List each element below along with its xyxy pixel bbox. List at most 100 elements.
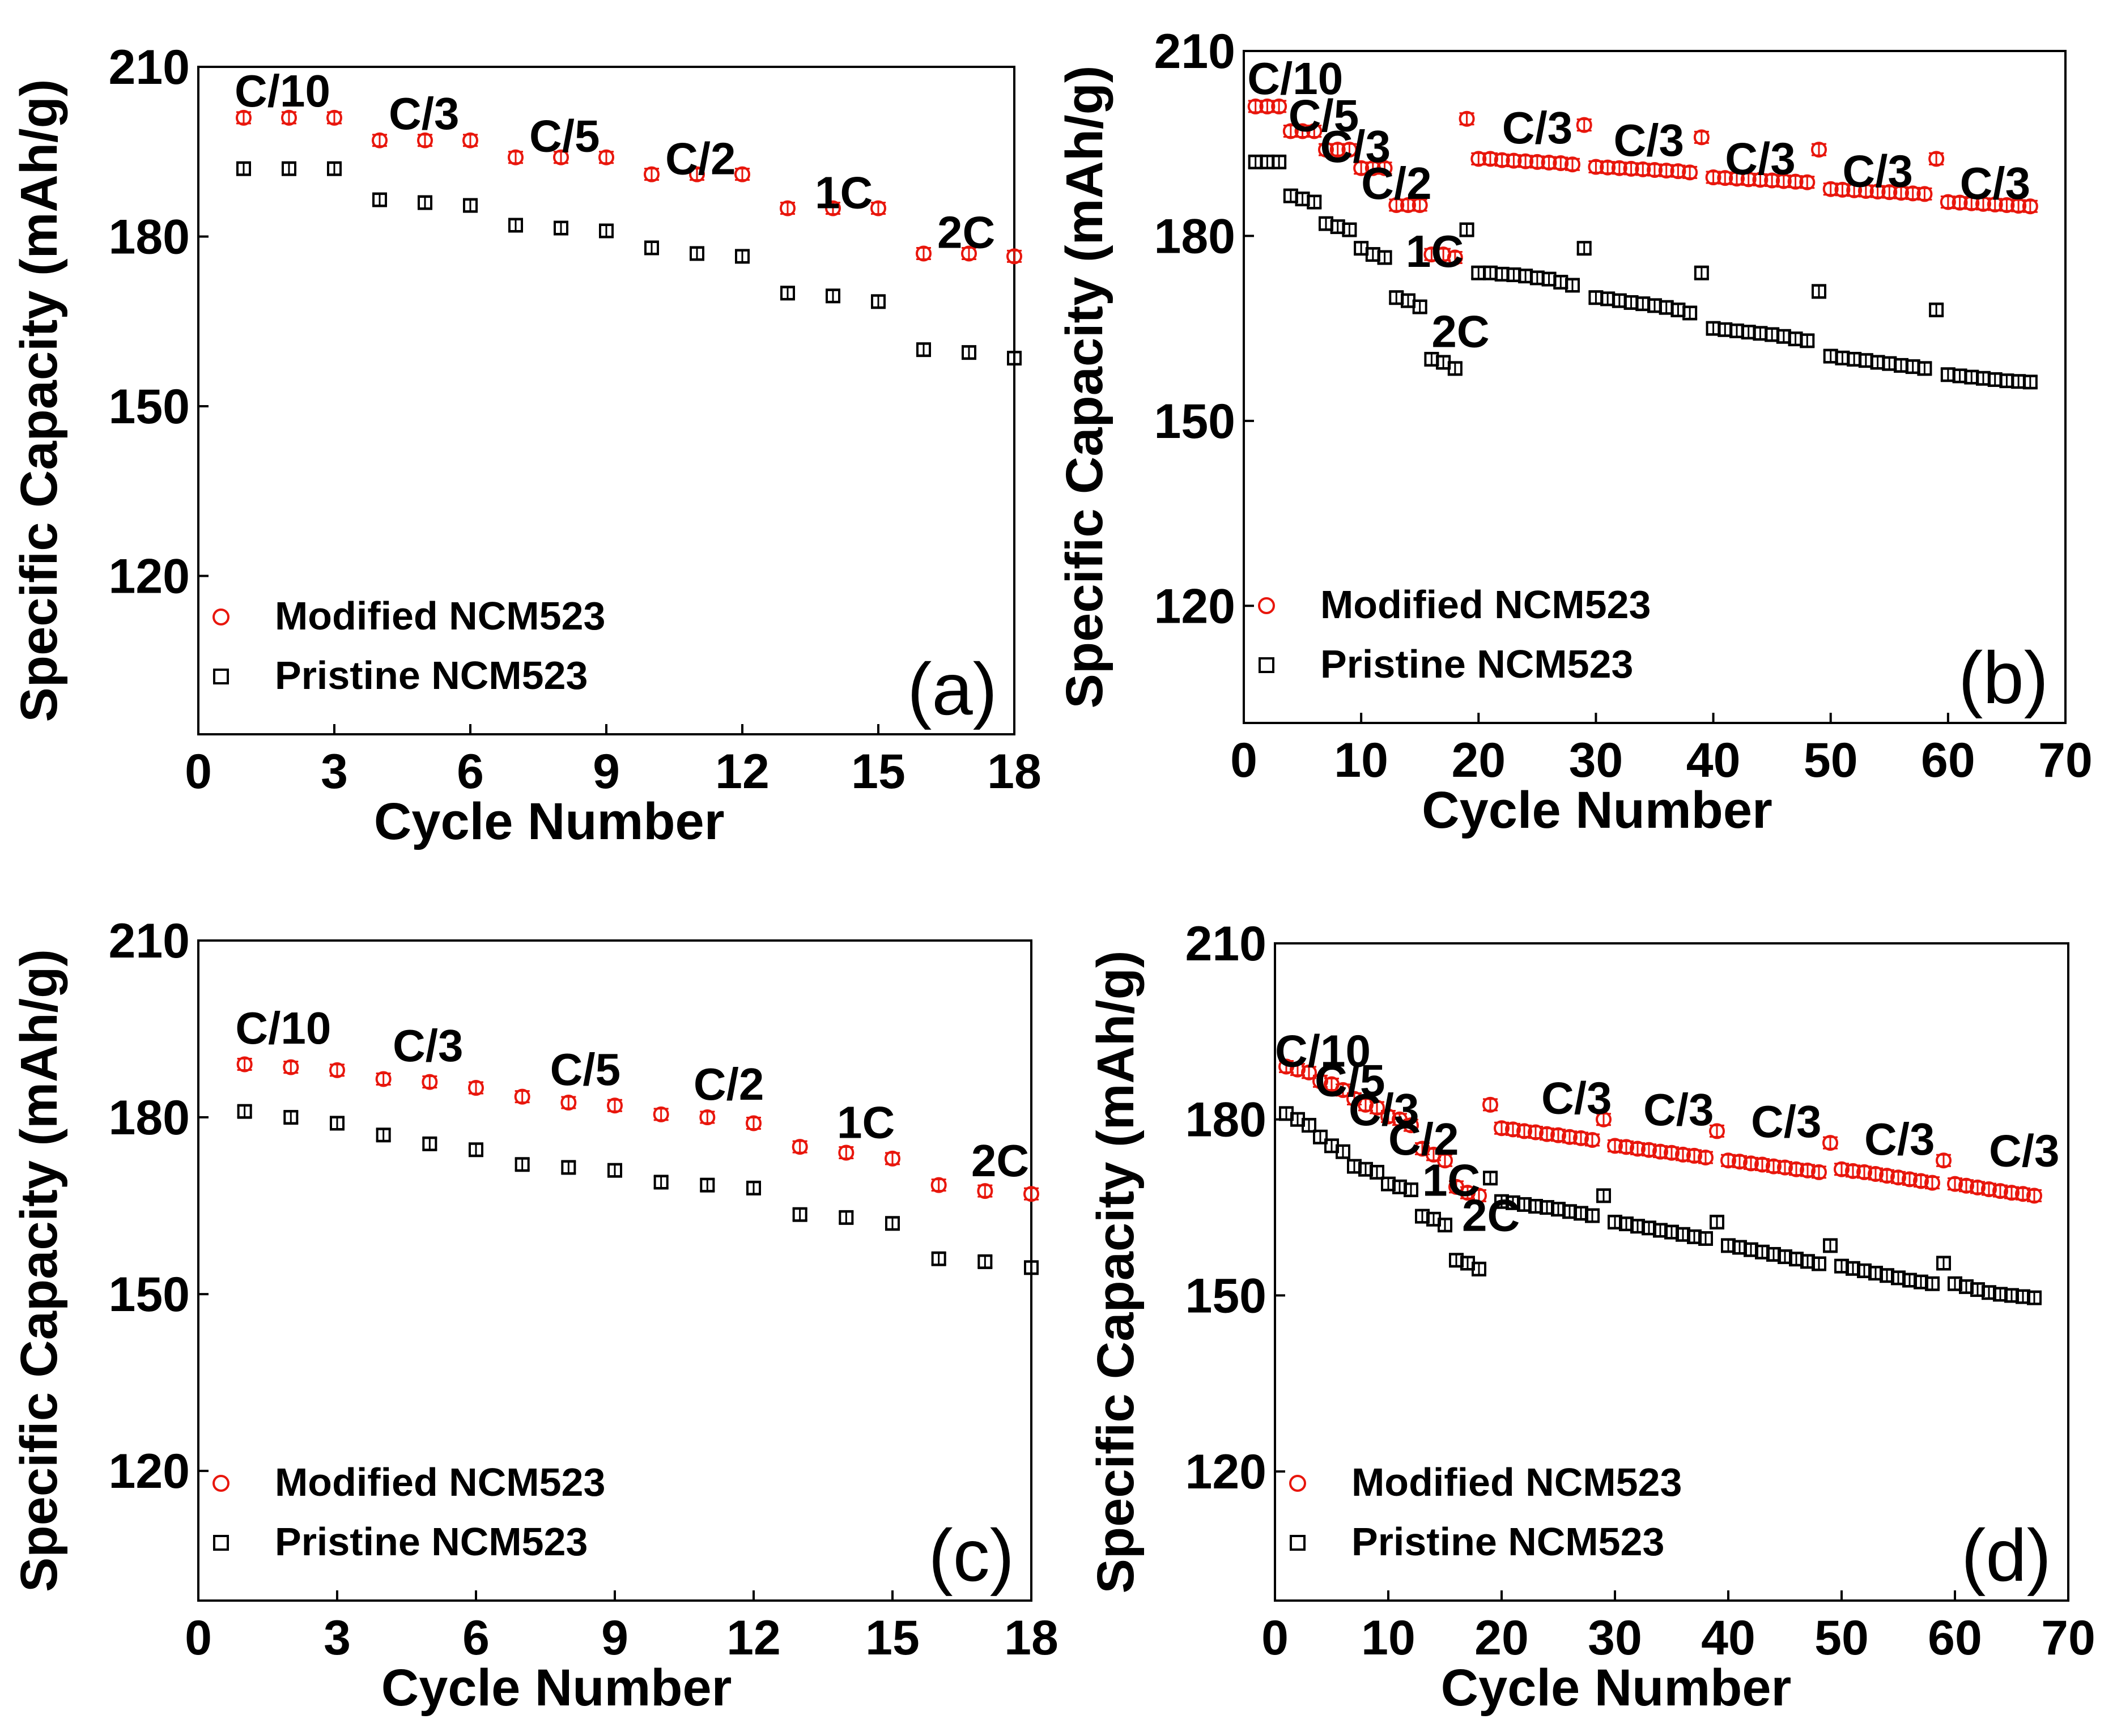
- data-point-modified: [1447, 249, 1463, 266]
- y-tick-label: 120: [109, 549, 190, 603]
- x-tick-label: 30: [1569, 733, 1623, 788]
- x-axis-title: Cycle Number: [381, 1659, 732, 1717]
- x-tick-label: 15: [865, 1611, 920, 1665]
- data-point-modified: [1936, 1152, 1952, 1169]
- data-point-pristine: [916, 342, 931, 358]
- y-axis-title: Specific Capacity (mAh/g): [10, 949, 68, 1592]
- rate-label: C/3: [393, 1020, 464, 1071]
- data-point-modified: [1717, 170, 1733, 186]
- data-point-pristine: [1377, 250, 1392, 265]
- data-point-pristine: [1576, 241, 1592, 256]
- rate-label: C/2: [1361, 158, 1432, 209]
- data-point-modified: [1981, 1181, 1997, 1197]
- data-point-modified: [1893, 185, 1909, 201]
- y-tick-label: 210: [109, 914, 190, 968]
- data-point-modified: [1788, 1161, 1804, 1177]
- series-modified: [1247, 98, 2038, 266]
- data-point-modified: [1652, 1143, 1668, 1160]
- x-tick-label: 70: [2038, 733, 2093, 788]
- data-point-modified: [468, 1080, 484, 1096]
- data-point-modified: [1705, 169, 1721, 186]
- series-modified: [236, 1056, 1039, 1202]
- data-point-modified: [1754, 1156, 1770, 1173]
- data-point-modified: [1987, 196, 2003, 212]
- data-point-pristine: [780, 286, 795, 301]
- data-point-pristine: [1412, 299, 1427, 314]
- data-point-pristine: [1823, 1238, 1838, 1253]
- x-tick-label: 9: [593, 744, 620, 799]
- data-point-modified: [1278, 1058, 1294, 1075]
- data-point-pristine: [1307, 194, 1322, 210]
- data-point-pristine: [1438, 1218, 1452, 1233]
- data-point-pristine: [282, 161, 296, 176]
- data-point-pristine: [599, 223, 614, 239]
- x-tick-label: 20: [1451, 733, 1506, 788]
- data-point-pristine: [1710, 1214, 1724, 1229]
- data-point-modified: [1924, 1175, 1940, 1191]
- data-point-modified: [1811, 1164, 1827, 1180]
- x-tick-label: 20: [1474, 1611, 1529, 1665]
- data-point-modified: [375, 1071, 392, 1087]
- data-point-modified: [372, 132, 388, 148]
- data-point-modified: [1482, 1096, 1498, 1113]
- data-point-pristine: [1800, 333, 1815, 348]
- data-point-pristine: [1694, 265, 1709, 280]
- series-pristine: [1279, 1106, 2042, 1305]
- data-point-modified: [1670, 163, 1686, 180]
- data-point-modified: [792, 1139, 808, 1155]
- x-tick-label: 18: [1004, 1611, 1058, 1665]
- rate-label: C/2: [1388, 1114, 1459, 1164]
- x-tick-label: 50: [1814, 1611, 1869, 1665]
- legend-marker-pristine: [213, 1535, 229, 1551]
- rate-label: C/3: [1320, 121, 1391, 172]
- data-point-modified: [1400, 197, 1416, 214]
- data-point-pristine: [644, 240, 659, 256]
- rate-label: C/3: [389, 88, 460, 139]
- data-point-modified: [1916, 186, 1933, 202]
- data-point-modified: [1259, 98, 1276, 114]
- data-point-modified: [1664, 1144, 1680, 1161]
- data-point-pristine: [1447, 361, 1463, 376]
- data-point-modified: [1740, 171, 1757, 188]
- rate-label: C/5: [550, 1044, 621, 1095]
- data-point-modified: [283, 1059, 299, 1075]
- data-point-modified: [508, 149, 524, 165]
- data-point-modified: [553, 149, 569, 165]
- data-point-modified: [2015, 1186, 2031, 1202]
- data-point-pristine: [561, 1160, 576, 1175]
- y-tick-label: 150: [109, 380, 190, 434]
- data-point-modified: [1573, 1130, 1589, 1146]
- data-point-modified: [2010, 198, 2027, 214]
- data-point-pristine: [931, 1251, 946, 1266]
- data-point-modified: [1494, 152, 1510, 168]
- data-point-modified: [1775, 173, 1792, 189]
- legend-label-pristine: Pristine NCM523: [275, 1520, 588, 1564]
- data-point-modified: [598, 149, 614, 165]
- data-point-modified: [1380, 1108, 1396, 1125]
- data-point-pristine: [885, 1216, 900, 1231]
- data-point-modified: [1562, 1129, 1578, 1145]
- data-point-pristine: [508, 218, 523, 233]
- x-tick-label: 3: [324, 1611, 351, 1665]
- x-tick-label: 6: [457, 744, 484, 799]
- data-point-modified: [1777, 1159, 1793, 1176]
- data-point-modified: [1294, 123, 1311, 139]
- data-point-pristine: [1024, 1260, 1039, 1275]
- rate-label: C/2: [665, 134, 736, 184]
- data-point-pristine: [1925, 1276, 1940, 1291]
- x-tick-label: 6: [462, 1611, 490, 1665]
- plot-frame: [1274, 942, 2069, 1602]
- x-tick-label: 10: [1334, 733, 1388, 788]
- data-point-modified: [1682, 164, 1698, 181]
- rate-label: C/3: [1864, 1114, 1935, 1164]
- rate-label: 1C: [815, 168, 873, 218]
- data-point-modified: [1369, 1100, 1385, 1116]
- data-point-modified: [1006, 248, 1022, 265]
- data-point-pristine: [554, 220, 568, 236]
- data-point-modified: [1764, 172, 1780, 189]
- rate-label: C/3: [1643, 1084, 1714, 1135]
- data-point-modified: [1550, 1127, 1566, 1143]
- data-point-modified: [2022, 198, 2038, 215]
- y-tick-label: 150: [1185, 1269, 1267, 1323]
- data-point-modified: [1494, 1120, 1510, 1137]
